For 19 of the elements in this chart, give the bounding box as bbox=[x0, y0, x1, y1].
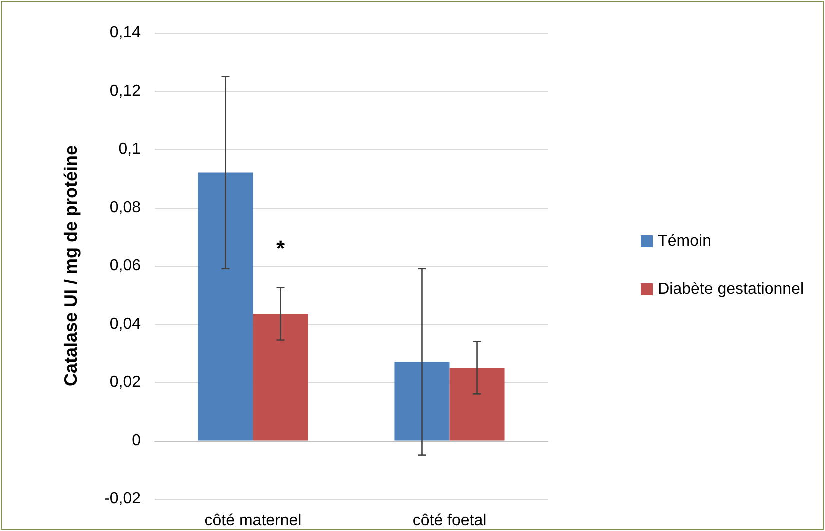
y-tick-label: 0,12 bbox=[110, 82, 142, 100]
y-tick-label: 0,02 bbox=[110, 374, 142, 391]
bar bbox=[394, 362, 450, 441]
x-tick-label: côté maternel bbox=[204, 512, 302, 530]
y-tick-label: 0,06 bbox=[110, 258, 142, 274]
x-tick-label: côté foetal bbox=[412, 512, 487, 530]
y-axis-title: Catalase UI / mg de protéine bbox=[61, 145, 81, 387]
bar bbox=[198, 172, 254, 441]
y-tick-label: 0,14 bbox=[110, 24, 142, 42]
annotation: * bbox=[276, 236, 286, 262]
y-tick-label: 0,08 bbox=[110, 199, 142, 216]
legend-label: Diabète gestationnel bbox=[658, 281, 804, 298]
legend-label: Témoin bbox=[658, 233, 712, 250]
bar bbox=[450, 368, 505, 441]
y-tick-label: -0,02 bbox=[104, 490, 142, 508]
bar bbox=[253, 314, 308, 441]
y-tick-label: 0 bbox=[132, 432, 142, 450]
y-tick-label: 0,04 bbox=[110, 316, 142, 333]
y-tick-label: 0,1 bbox=[118, 141, 142, 158]
